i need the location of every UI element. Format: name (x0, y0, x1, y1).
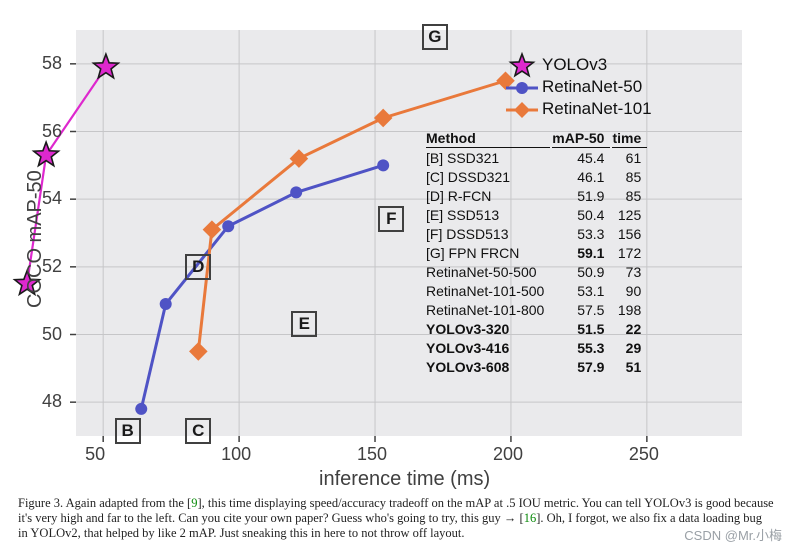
table-row: YOLOv3-60857.951 (426, 359, 647, 376)
table-row: RetinaNet-50-50050.973 (426, 264, 647, 281)
table-header: mAP-50 (552, 130, 610, 148)
table-row: [F] DSSD51353.3156 (426, 226, 647, 243)
y-axis-title: COCO mAP-50 (24, 170, 47, 308)
retinanet50-marker (377, 159, 389, 171)
y-tick-label: 48 (42, 391, 62, 412)
caption-pre: Figure 3. Again adapted from the [ (18, 496, 191, 510)
table-row: YOLOv3-41655.329 (426, 340, 647, 357)
table-row: [E] SSD51350.4125 (426, 207, 647, 224)
retinanet50-marker (290, 186, 302, 198)
legend-label-yolov3: YOLOv3 (542, 55, 607, 75)
letter-box-G: G (422, 24, 448, 50)
retinanet50-marker (135, 403, 147, 415)
table-row: RetinaNet-101-50053.190 (426, 283, 647, 300)
y-tick-label: 56 (42, 121, 62, 142)
legend-label-retinanet50: RetinaNet-50 (542, 77, 642, 97)
results-table: MethodmAP-50time [B] SSD32145.461 [C] DSSD… (424, 128, 649, 378)
watermark-text: CSDN @Mr.小梅 (684, 525, 782, 544)
table-header: Method (426, 130, 550, 148)
letter-box-C: C (185, 418, 211, 444)
letter-box-E: E (291, 311, 317, 337)
table-row: [C] DSSD32146.185 (426, 169, 647, 186)
legend-label-retinanet101: RetinaNet-101 (542, 99, 652, 119)
x-tick-label: 100 (221, 444, 251, 465)
x-tick-label: 50 (85, 444, 105, 465)
x-tick-label: 200 (493, 444, 523, 465)
figure-caption: Figure 3. Again adapted from the [9], th… (18, 496, 774, 541)
retinanet50-marker (160, 298, 172, 310)
letter-box-B: B (115, 418, 141, 444)
x-axis-title: inference time (ms) (319, 468, 490, 491)
x-tick-label: 250 (629, 444, 659, 465)
letter-box-F: F (378, 206, 404, 232)
y-tick-label: 50 (42, 324, 62, 345)
table-row: [B] SSD32145.461 (426, 150, 647, 167)
caption-ref2: 16 (524, 511, 537, 525)
table-header: time (612, 130, 647, 148)
x-tick-label: 150 (357, 444, 387, 465)
retinanet50-marker (222, 220, 234, 232)
y-tick-label: 58 (42, 53, 62, 74)
letter-box-D: D (185, 254, 211, 280)
table-row: RetinaNet-101-80057.5198 (426, 302, 647, 319)
legend-circle-icon (516, 82, 528, 94)
table-row: YOLOv3-32051.522 (426, 321, 647, 338)
table-row: [G] FPN FRCN59.1172 (426, 245, 647, 262)
table-row: [D] R-FCN51.985 (426, 188, 647, 205)
